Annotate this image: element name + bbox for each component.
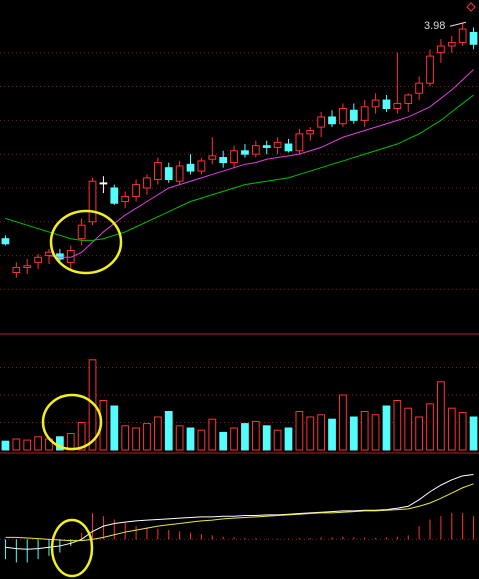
volume-bar xyxy=(426,403,434,451)
candle-body xyxy=(426,55,434,84)
candle-body xyxy=(45,251,53,257)
volume-bar xyxy=(371,414,380,451)
candle-body xyxy=(371,99,380,108)
volume-bar xyxy=(393,400,402,451)
candle-body xyxy=(197,160,206,172)
candle-body xyxy=(447,42,456,47)
annotation-arrow xyxy=(449,21,467,27)
candle-body xyxy=(110,187,119,204)
candle-body xyxy=(262,145,271,148)
candle-body xyxy=(306,129,315,135)
ma-line xyxy=(5,94,474,241)
candle-body xyxy=(12,266,21,274)
candle-body xyxy=(175,165,184,182)
volume-bar xyxy=(66,433,75,451)
volume-bar xyxy=(56,436,64,451)
candle-body xyxy=(295,133,304,152)
volume-bar xyxy=(469,416,478,451)
volume-bar xyxy=(415,416,423,451)
candle-body xyxy=(153,162,162,181)
volume-bar xyxy=(175,425,184,451)
candle-body xyxy=(143,177,151,189)
annotation-label: 3.98 xyxy=(424,20,445,32)
candle-body xyxy=(273,141,282,148)
candle-body xyxy=(241,150,249,155)
volume-bar xyxy=(273,429,282,451)
volume-bar xyxy=(110,405,119,451)
volume-bar xyxy=(328,418,336,451)
candle-body xyxy=(23,265,32,268)
volume-bar xyxy=(295,411,304,451)
volume-bar xyxy=(186,427,195,451)
volume-bar xyxy=(317,414,326,451)
candle-body xyxy=(164,167,173,181)
candle-body xyxy=(404,94,413,104)
volume-bar xyxy=(262,425,271,451)
volume-bar xyxy=(382,405,391,451)
volume-bar xyxy=(164,411,173,451)
volume-bar xyxy=(208,418,217,451)
candle-body xyxy=(284,143,293,152)
volume-bar xyxy=(284,427,293,451)
volume-bar xyxy=(349,416,358,451)
candle-body xyxy=(66,250,75,263)
volume-bar xyxy=(153,416,162,451)
volume-bar xyxy=(12,438,21,451)
candle-body xyxy=(77,224,86,240)
volume-bar xyxy=(437,381,445,451)
candle-body xyxy=(208,155,217,160)
volume-bar xyxy=(197,429,206,451)
highlight-circle xyxy=(41,393,103,451)
volume-bar xyxy=(1,440,10,451)
candle-body xyxy=(339,108,347,125)
candle-body xyxy=(349,109,358,121)
volume-bar xyxy=(219,431,228,451)
candle-body xyxy=(469,31,478,45)
candle-body xyxy=(382,99,391,110)
volume-bar xyxy=(241,423,249,451)
candle-body xyxy=(317,116,326,128)
candle-body xyxy=(230,150,238,164)
plot: 3.98 xyxy=(0,20,479,563)
volume-bar xyxy=(404,407,413,451)
volume-bar xyxy=(360,411,369,451)
highlight-circle xyxy=(50,518,94,578)
volume-bar xyxy=(132,427,140,451)
candle-body xyxy=(415,82,423,94)
ma-line xyxy=(5,474,474,550)
volume-bar xyxy=(339,394,347,451)
candle-body xyxy=(186,163,195,172)
volume-bar xyxy=(251,420,260,451)
candle-body xyxy=(328,116,336,125)
marker xyxy=(466,2,476,12)
candle-body xyxy=(1,238,10,245)
volume-bar xyxy=(447,407,456,451)
candle-body xyxy=(132,184,140,197)
volume-bar xyxy=(458,412,467,451)
candle-body xyxy=(251,145,260,155)
candle-body xyxy=(34,256,42,263)
volume-bar xyxy=(230,427,238,451)
candle-body xyxy=(99,182,108,185)
volume-bar xyxy=(77,422,86,451)
ma-line xyxy=(48,69,474,258)
volume-bar xyxy=(121,425,130,451)
highlight-circle xyxy=(49,209,123,275)
volume-bar xyxy=(143,423,151,451)
highlights xyxy=(41,209,123,578)
volume-bar xyxy=(306,416,315,451)
ma-line xyxy=(5,483,474,542)
volume-bar xyxy=(23,439,32,451)
candle-body xyxy=(437,45,445,54)
candle-body xyxy=(393,102,402,110)
candle-body xyxy=(458,28,467,44)
candle-body xyxy=(219,157,228,164)
candle-body xyxy=(360,106,369,121)
volume-bar xyxy=(34,436,42,451)
candle-body xyxy=(88,180,97,223)
candle-body xyxy=(121,195,130,203)
